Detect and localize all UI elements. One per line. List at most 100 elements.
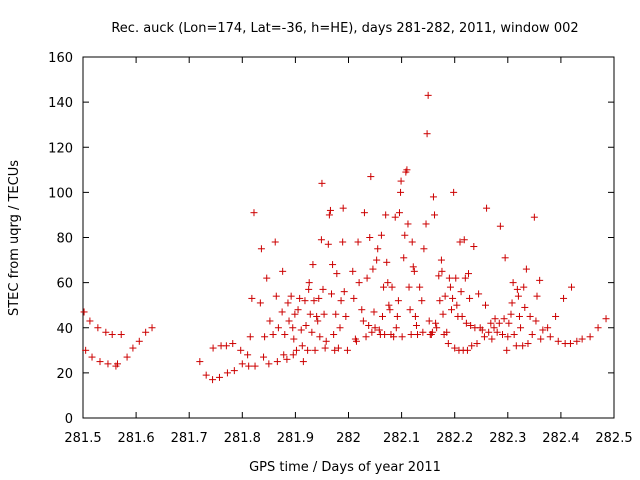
data-point <box>319 285 327 293</box>
data-point <box>411 312 419 320</box>
data-point <box>333 270 341 278</box>
data-point <box>86 317 94 325</box>
y-axis: 0 20 40 60 80 100 120 140 160 <box>48 51 614 427</box>
data-point <box>373 256 381 264</box>
data-point <box>470 243 478 251</box>
data-point <box>215 373 223 381</box>
chart-title: Rec. auck (Lon=174, Lat=-36, h=HE), days… <box>111 21 578 36</box>
data-point <box>568 283 576 291</box>
data-point <box>414 331 422 339</box>
data-point <box>265 360 273 368</box>
data-point <box>375 326 383 334</box>
data-point <box>533 292 541 300</box>
data-point <box>404 220 412 228</box>
data-point <box>457 288 465 296</box>
data-point <box>433 324 441 332</box>
data-point <box>196 358 204 366</box>
data-point <box>420 245 428 253</box>
data-point <box>209 376 217 384</box>
data-point <box>104 360 112 368</box>
data-point <box>554 337 562 345</box>
data-point <box>408 238 416 246</box>
data-point <box>444 340 452 348</box>
data-point <box>400 254 408 262</box>
data-point <box>251 362 259 370</box>
data-point <box>528 331 536 339</box>
data-point <box>546 333 554 341</box>
x-tick-label: 282 <box>336 431 361 446</box>
data-point <box>493 328 501 336</box>
data-point <box>468 342 476 350</box>
data-point <box>418 297 426 305</box>
data-point <box>410 267 418 275</box>
data-point <box>407 331 415 339</box>
data-point <box>209 344 217 352</box>
data-point <box>96 358 104 366</box>
data-point <box>465 270 473 278</box>
data-point <box>397 177 405 185</box>
data-point <box>393 312 401 320</box>
data-point <box>382 211 390 219</box>
data-point <box>380 283 388 291</box>
data-point <box>339 204 347 212</box>
data-point <box>261 333 269 341</box>
data-point <box>517 324 525 332</box>
data-point <box>501 254 509 262</box>
data-point <box>287 292 295 300</box>
data-point <box>456 238 464 246</box>
data-point <box>480 333 488 341</box>
data-point <box>289 324 297 332</box>
data-point <box>536 276 544 284</box>
data-point <box>250 209 258 217</box>
data-point <box>284 299 292 307</box>
data-point <box>316 333 324 341</box>
data-point <box>324 240 332 248</box>
data-point <box>305 285 313 293</box>
data-point <box>289 351 297 359</box>
y-tick-label: 100 <box>48 186 73 201</box>
y-tick-label: 0 <box>65 412 73 427</box>
data-point <box>336 324 344 332</box>
data-point <box>496 222 504 230</box>
data-point <box>328 290 336 298</box>
data-point <box>272 292 280 300</box>
x-tick-label: 282.3 <box>489 431 526 446</box>
data-point <box>368 328 376 336</box>
data-point <box>390 333 398 341</box>
data-point <box>285 317 293 325</box>
data-point <box>462 319 470 327</box>
data-point <box>504 333 512 341</box>
data-point <box>318 179 326 187</box>
data-point <box>237 346 245 354</box>
data-point <box>280 351 288 359</box>
data-point <box>513 285 521 293</box>
data-point <box>246 333 254 341</box>
data-point <box>519 342 527 350</box>
data-point <box>80 308 88 316</box>
data-point <box>395 209 403 217</box>
data-point <box>428 328 436 336</box>
data-point <box>450 188 458 196</box>
data-point <box>238 360 246 368</box>
data-point <box>334 344 342 352</box>
data-point <box>298 342 306 350</box>
x-tick-label: 281.9 <box>277 431 314 446</box>
x-tick-label: 281.7 <box>171 431 208 446</box>
data-point <box>483 204 491 212</box>
data-point <box>296 294 304 302</box>
data-point <box>443 328 451 336</box>
data-point <box>446 283 454 291</box>
data-point <box>359 317 367 325</box>
data-point <box>223 369 231 377</box>
data-point <box>370 308 378 316</box>
data-point <box>279 267 287 275</box>
data-point <box>283 355 291 363</box>
data-point <box>332 310 340 318</box>
data-point <box>354 238 362 246</box>
data-point <box>401 231 409 239</box>
data-point <box>594 324 602 332</box>
data-point <box>512 342 520 350</box>
data-point <box>467 321 475 329</box>
data-point <box>441 292 449 300</box>
data-point <box>245 362 253 370</box>
